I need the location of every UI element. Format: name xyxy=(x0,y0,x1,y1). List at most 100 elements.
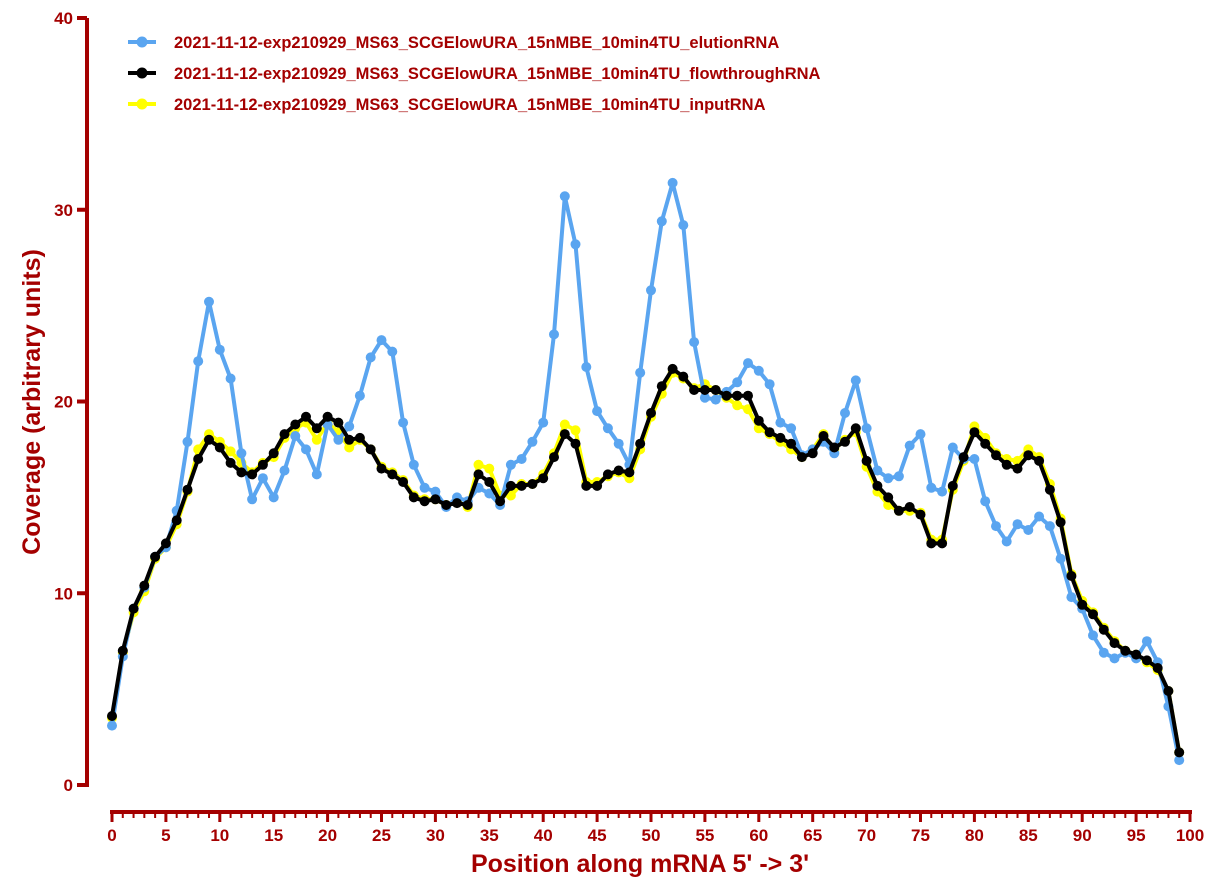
data-point xyxy=(354,432,365,443)
data-point xyxy=(581,480,592,491)
data-point xyxy=(710,394,721,405)
data-point xyxy=(419,482,430,493)
data-point xyxy=(743,404,753,415)
x-tick-label: 15 xyxy=(264,826,283,845)
data-point xyxy=(430,494,441,505)
data-point xyxy=(1163,686,1174,696)
data-point xyxy=(667,363,678,374)
data-point xyxy=(538,417,549,428)
data-point xyxy=(398,477,409,487)
data-point xyxy=(1174,755,1185,766)
data-point xyxy=(915,509,926,520)
data-point xyxy=(538,473,549,484)
x-tick-label: 40 xyxy=(534,826,553,845)
data-point xyxy=(570,438,581,449)
data-point xyxy=(1012,519,1023,530)
data-point xyxy=(991,450,1001,461)
data-point xyxy=(764,379,775,390)
data-point xyxy=(559,429,570,440)
x-tick-label: 75 xyxy=(911,826,930,845)
data-point xyxy=(1152,663,1163,673)
data-point xyxy=(818,431,829,441)
data-point xyxy=(1023,525,1034,535)
data-point xyxy=(635,438,646,449)
data-point xyxy=(786,423,797,434)
y-tick-label: 20 xyxy=(54,393,73,412)
series-layer xyxy=(107,177,1185,766)
data-point xyxy=(365,444,376,455)
data-point xyxy=(570,425,581,436)
data-point xyxy=(689,337,700,348)
series-2 xyxy=(107,363,1185,758)
data-point xyxy=(969,427,980,438)
data-point xyxy=(710,385,721,395)
data-point xyxy=(764,427,775,438)
x-tick-label: 10 xyxy=(210,826,229,845)
data-point xyxy=(667,177,678,188)
data-point xyxy=(225,446,236,457)
x-tick-label: 95 xyxy=(1127,826,1146,845)
data-point xyxy=(257,459,268,470)
x-tick-label: 85 xyxy=(1019,826,1038,845)
data-point xyxy=(1098,647,1109,658)
series-line xyxy=(110,366,1182,753)
data-point xyxy=(160,538,171,549)
data-point xyxy=(732,400,743,411)
data-point xyxy=(796,452,807,463)
data-point xyxy=(441,500,452,510)
data-point xyxy=(904,502,915,512)
data-point xyxy=(398,417,409,428)
data-point xyxy=(527,436,538,447)
x-tick-label: 55 xyxy=(695,826,714,845)
data-point xyxy=(775,417,786,428)
data-point xyxy=(904,440,915,451)
data-point xyxy=(689,385,700,395)
legend-item: 2021-11-12-exp210929_MS63_SCGElowURA_15n… xyxy=(128,96,766,114)
x-tick-label: 90 xyxy=(1073,826,1092,845)
data-point xyxy=(128,603,139,614)
data-point xyxy=(516,454,527,464)
data-point xyxy=(1141,655,1152,666)
data-point xyxy=(484,463,495,474)
data-point xyxy=(430,486,441,497)
data-point xyxy=(732,390,743,401)
data-point xyxy=(322,411,333,422)
data-point xyxy=(107,711,117,721)
data-point xyxy=(656,381,667,392)
data-point xyxy=(214,344,225,355)
data-point xyxy=(171,515,182,526)
data-point xyxy=(505,459,516,470)
data-point xyxy=(1044,521,1055,532)
x-tick-label: 35 xyxy=(480,826,499,845)
legend: 2021-11-12-exp210929_MS63_SCGElowURA_15n… xyxy=(128,34,821,114)
data-point xyxy=(236,448,247,459)
data-point xyxy=(1055,517,1066,528)
x-tick-label: 30 xyxy=(426,826,445,845)
y-tick-label: 40 xyxy=(54,9,73,28)
legend-swatch-marker xyxy=(136,67,148,79)
data-point xyxy=(484,488,495,499)
y-tick-label: 30 xyxy=(54,201,73,220)
data-point xyxy=(592,480,603,491)
data-point xyxy=(549,452,559,463)
data-point xyxy=(947,480,958,491)
data-point xyxy=(1034,455,1045,466)
data-point xyxy=(872,480,883,491)
data-point xyxy=(290,431,301,441)
data-point xyxy=(753,415,764,426)
data-point xyxy=(883,473,894,484)
data-point xyxy=(861,423,872,434)
data-point xyxy=(150,551,161,562)
data-point xyxy=(387,469,398,480)
data-point xyxy=(753,365,764,376)
data-point xyxy=(559,419,570,430)
data-point xyxy=(333,417,344,428)
series-line xyxy=(110,180,1182,761)
x-tick-label: 65 xyxy=(803,826,822,845)
data-point xyxy=(678,371,689,382)
data-point xyxy=(1001,459,1012,470)
data-point xyxy=(527,479,538,489)
data-point xyxy=(301,411,311,422)
legend-label: 2021-11-12-exp210929_MS63_SCGElowURA_15n… xyxy=(174,96,766,114)
x-tick-label: 100 xyxy=(1176,826,1204,845)
